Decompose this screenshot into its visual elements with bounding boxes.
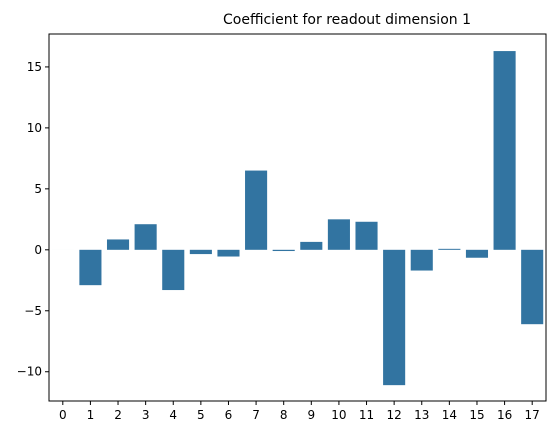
bar-6 xyxy=(217,250,239,257)
bar-1 xyxy=(79,250,101,285)
x-tick-label: 9 xyxy=(307,408,315,422)
bar-15 xyxy=(466,250,488,258)
x-tick-label: 0 xyxy=(59,408,67,422)
x-tick-label: 11 xyxy=(359,408,374,422)
plot-frame xyxy=(49,34,546,401)
x-tick-label: 2 xyxy=(114,408,122,422)
bar-3 xyxy=(135,224,157,250)
x-tick-label: 12 xyxy=(386,408,401,422)
bar-2 xyxy=(107,239,129,249)
y-tick-label: 0 xyxy=(34,243,42,257)
x-tick-label: 1 xyxy=(87,408,95,422)
bar-7 xyxy=(245,171,267,250)
x-tick-label: 14 xyxy=(442,408,457,422)
x-tick-label: 17 xyxy=(525,408,540,422)
bar-12 xyxy=(383,250,405,385)
bar-16 xyxy=(494,51,516,250)
y-axis: −10 −5 0 5 10 15 xyxy=(17,60,49,379)
bar-8 xyxy=(273,250,295,251)
x-tick-label: 8 xyxy=(280,408,288,422)
x-tick-label: 3 xyxy=(142,408,150,422)
x-tick-label: 4 xyxy=(169,408,177,422)
bar-9 xyxy=(300,242,322,250)
y-tick-label: 10 xyxy=(27,121,42,135)
x-tick-label: 5 xyxy=(197,408,205,422)
y-tick-label: −5 xyxy=(24,304,42,318)
x-tick-label: 7 xyxy=(252,408,260,422)
x-tick-label: 13 xyxy=(414,408,429,422)
x-tick-label: 10 xyxy=(331,408,346,422)
bar-17 xyxy=(521,250,543,324)
y-tick-label: 15 xyxy=(27,60,42,74)
bar-13 xyxy=(411,250,433,271)
x-tick-label: 6 xyxy=(225,408,233,422)
chart-title: Coefficient for readout dimension 1 xyxy=(223,12,471,28)
x-tick-label: 16 xyxy=(497,408,512,422)
y-tick-label: 5 xyxy=(34,182,42,196)
y-tick-label: −10 xyxy=(17,365,42,379)
bar-10 xyxy=(328,219,350,249)
bar-4 xyxy=(162,250,184,290)
x-tick-label: 15 xyxy=(469,408,484,422)
bar-11 xyxy=(355,222,377,250)
bar-5 xyxy=(190,250,212,254)
bar-14 xyxy=(438,249,460,250)
bars-group xyxy=(52,51,543,385)
